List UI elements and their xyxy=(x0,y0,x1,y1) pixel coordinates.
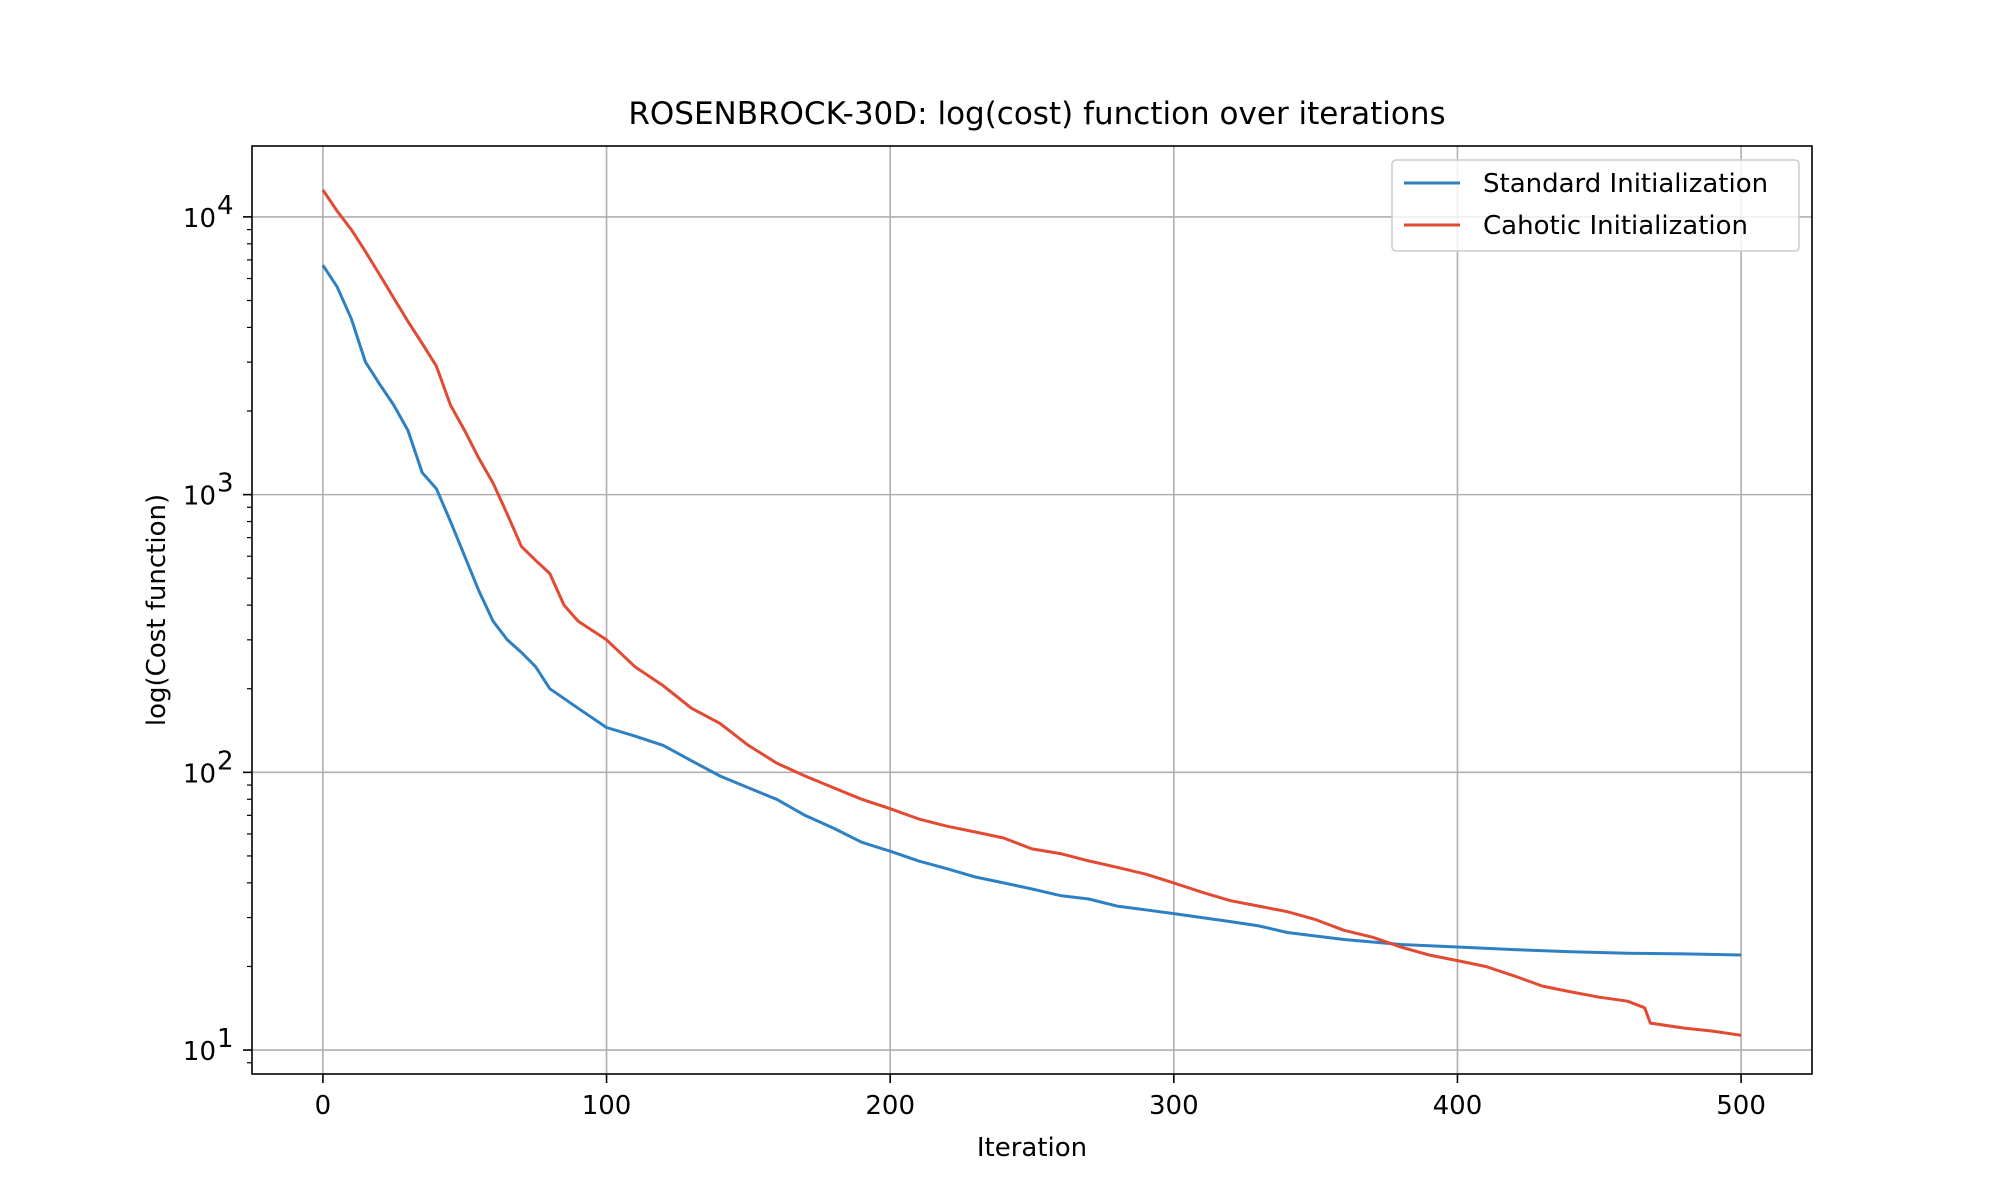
x-axis-label: Iteration xyxy=(977,1133,1087,1163)
x-tick-label: 200 xyxy=(865,1091,915,1121)
series-line-2 xyxy=(321,189,1742,1037)
x-axis-ticks: 0 100 200 300 400 500 xyxy=(315,1074,1766,1121)
legend: Standard Initialization Cahotic Initializ… xyxy=(1391,159,1800,252)
legend-box xyxy=(1391,159,1800,252)
x-tick-label: 300 xyxy=(1149,1091,1199,1121)
plot-frame xyxy=(251,145,1813,1075)
y-axis-label: log(Cost function) xyxy=(142,494,172,726)
series-lines xyxy=(321,189,1742,1037)
legend-label: Standard Initialization xyxy=(1483,169,1768,199)
x-tick-label: 400 xyxy=(1433,1091,1483,1121)
chart-title: ROSENBROCK-30D: log(cost) function over … xyxy=(628,96,1445,132)
x-tick-label: 100 xyxy=(582,1091,632,1121)
y-tick-exponent: 2 xyxy=(217,746,234,776)
y-tick-label: 10 xyxy=(183,759,216,789)
y-tick-label: 10 xyxy=(183,1037,216,1067)
x-tick-label: 500 xyxy=(1716,1091,1766,1121)
y-tick-exponent: 1 xyxy=(217,1024,234,1054)
y-tick-label: 10 xyxy=(183,482,216,512)
legend-label: Cahotic Initialization xyxy=(1483,211,1748,241)
x-tick-label: 0 xyxy=(315,1091,332,1121)
y-tick-label: 10 xyxy=(183,204,216,234)
series-line-1 xyxy=(321,264,1742,957)
y-tick-exponent: 3 xyxy=(217,469,234,499)
y-tick-exponent: 4 xyxy=(217,191,234,221)
